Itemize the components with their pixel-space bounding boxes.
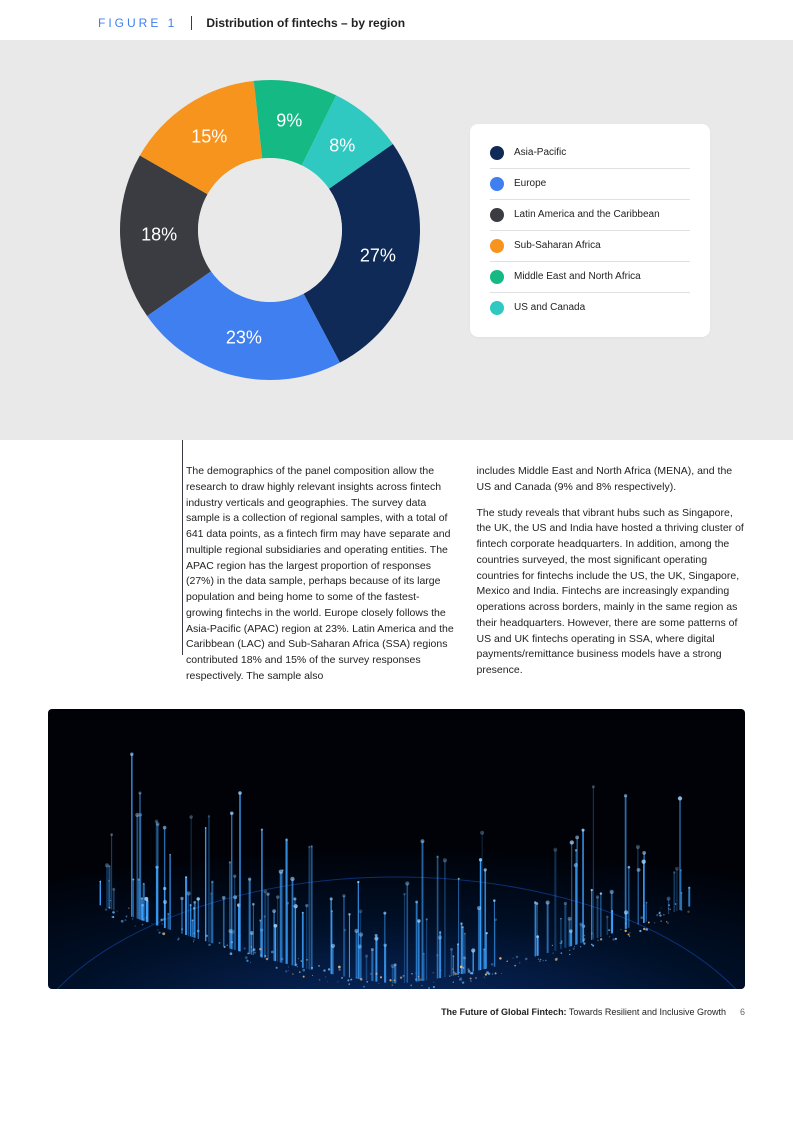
body-col2-p1: includes Middle East and North Africa (M… bbox=[477, 464, 746, 496]
figure-number: FIGURE 1 bbox=[98, 16, 192, 30]
donut-slice-label: 18% bbox=[141, 225, 177, 246]
figure-header: FIGURE 1 Distribution of fintechs – by r… bbox=[0, 0, 793, 40]
vertical-rule bbox=[182, 440, 183, 655]
legend-item: US and Canada bbox=[490, 293, 690, 323]
legend-item: Latin America and the Caribbean bbox=[490, 200, 690, 231]
legend-label: US and Canada bbox=[514, 302, 585, 313]
donut-slice-label: 15% bbox=[191, 127, 227, 148]
hero-photo bbox=[48, 709, 745, 989]
legend-swatch bbox=[490, 270, 504, 284]
body-column-2: includes Middle East and North Africa (M… bbox=[477, 464, 746, 685]
legend-label: Middle East and North Africa bbox=[514, 271, 641, 282]
body-col2-p2: The study reveals that vibrant hubs such… bbox=[477, 506, 746, 679]
chart-legend: Asia-Pacific Europe Latin America and the … bbox=[470, 124, 710, 337]
legend-swatch bbox=[490, 177, 504, 191]
legend-swatch bbox=[490, 301, 504, 315]
legend-item: Sub-Saharan Africa bbox=[490, 231, 690, 262]
figure-title: Distribution of fintechs – by region bbox=[192, 16, 405, 30]
donut-chart: 27% 23% 18% 15% 9% 8% bbox=[110, 70, 430, 390]
footer-page-number: 6 bbox=[740, 1007, 745, 1017]
legend-item: Europe bbox=[490, 169, 690, 200]
chart-panel: 27% 23% 18% 15% 9% 8% Asia-Pacific Europe Latin… bbox=[0, 40, 793, 440]
legend-label: Latin America and the Caribbean bbox=[514, 209, 660, 220]
body-text-section: The demographics of the panel compositio… bbox=[0, 440, 793, 685]
legend-swatch bbox=[490, 146, 504, 160]
legend-label: Asia-Pacific bbox=[514, 147, 566, 158]
donut-slice-label: 8% bbox=[329, 135, 355, 156]
legend-swatch bbox=[490, 208, 504, 222]
donut-slice-label: 23% bbox=[226, 327, 262, 348]
legend-swatch bbox=[490, 239, 504, 253]
footer-title: The Future of Global Fintech: bbox=[441, 1007, 567, 1017]
donut-slice-label: 27% bbox=[360, 246, 396, 267]
legend-item: Middle East and North Africa bbox=[490, 262, 690, 293]
legend-label: Sub-Saharan Africa bbox=[514, 240, 601, 251]
body-column-1: The demographics of the panel compositio… bbox=[186, 464, 455, 685]
page-footer: The Future of Global Fintech: Towards Re… bbox=[0, 989, 793, 1041]
donut-slice-label: 9% bbox=[276, 110, 302, 131]
footer-subtitle: Towards Resilient and Inclusive Growth bbox=[569, 1007, 726, 1017]
legend-label: Europe bbox=[514, 178, 546, 189]
legend-item: Asia-Pacific bbox=[490, 138, 690, 169]
